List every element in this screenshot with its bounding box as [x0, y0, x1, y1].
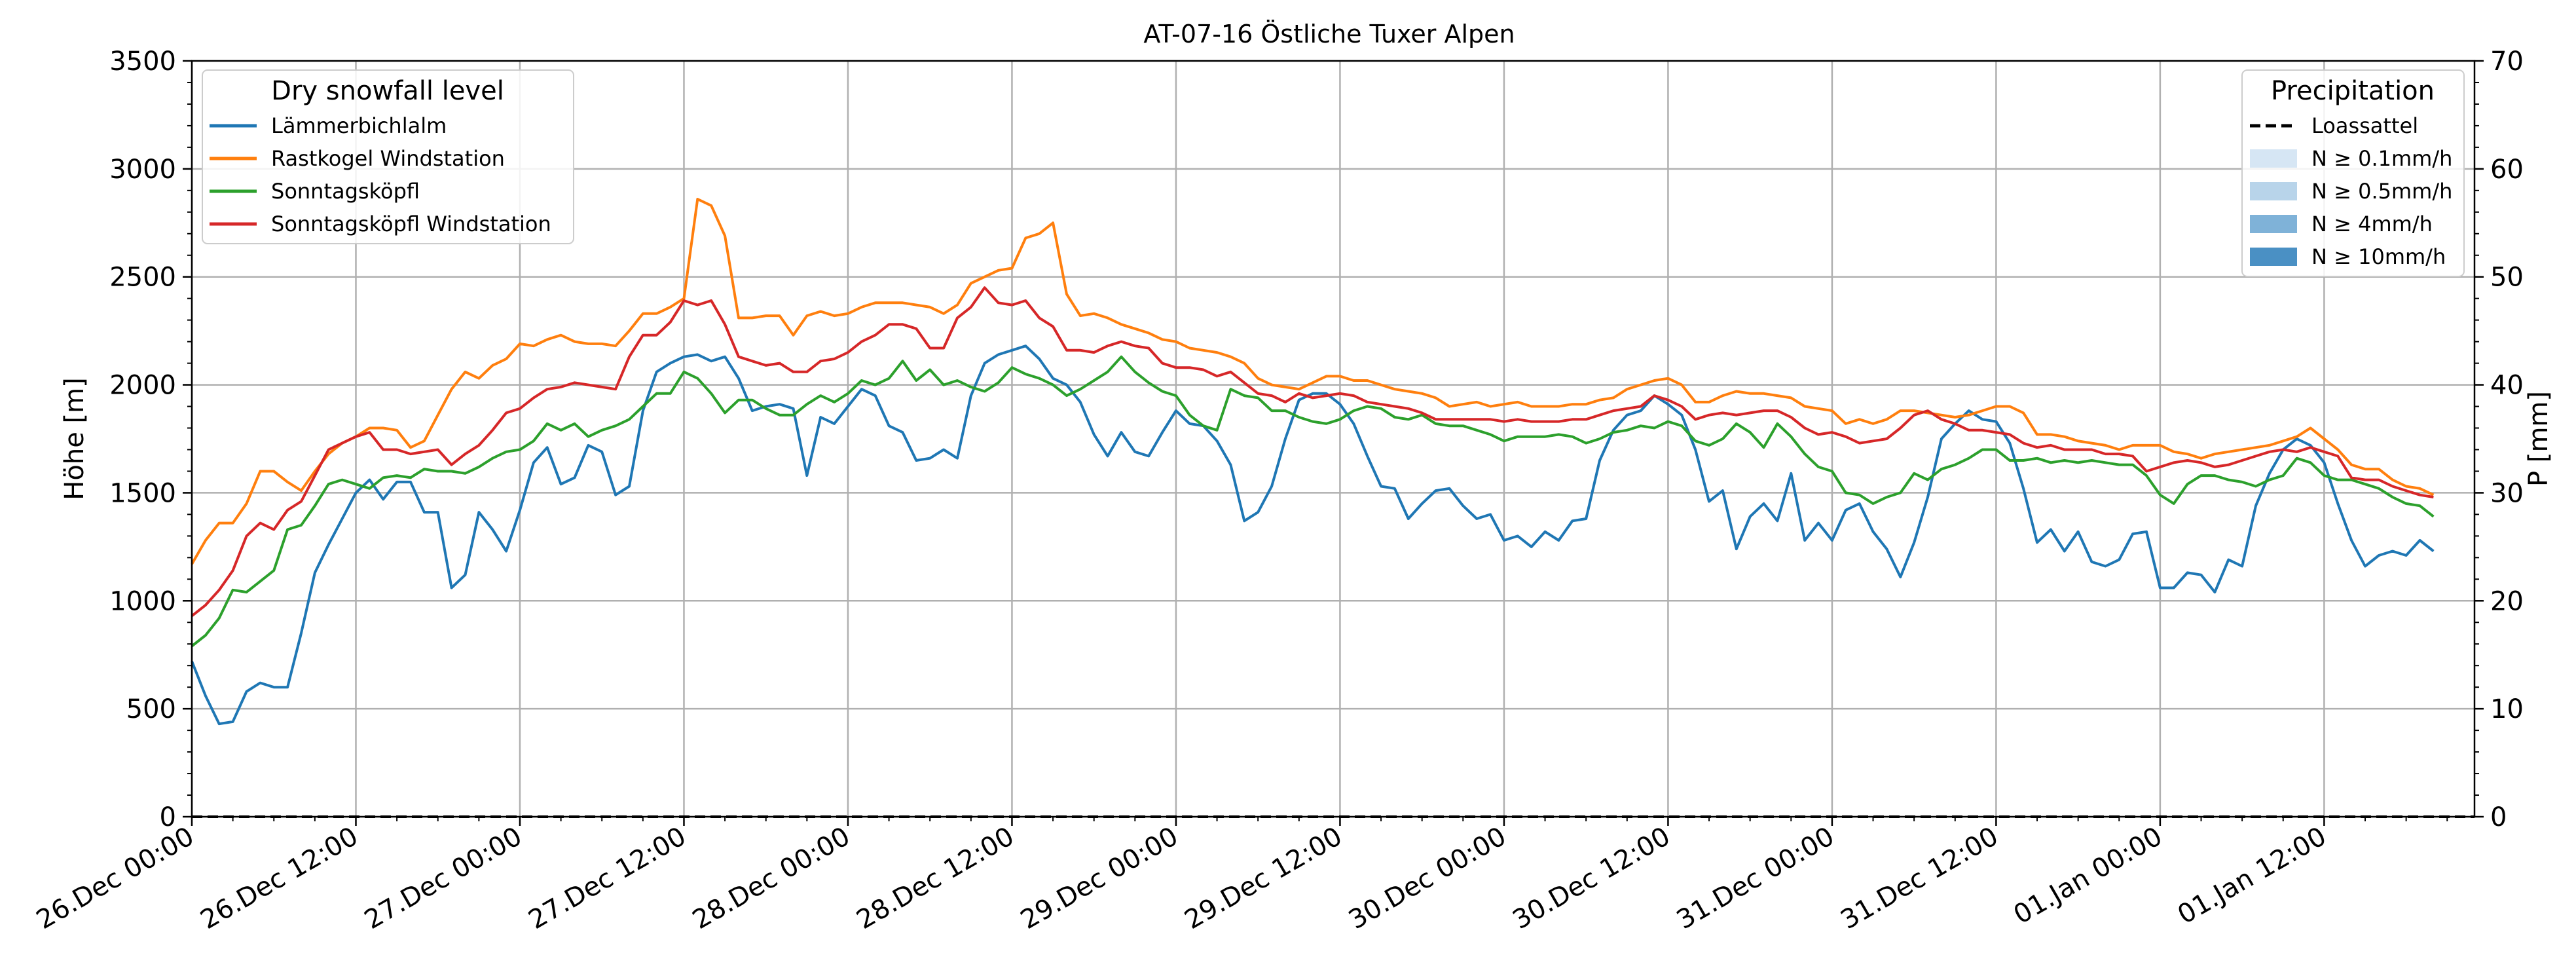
x-tick-label: 27.Dec 00:00: [359, 821, 527, 935]
legend-swatch-n-0-5mm-h: [2250, 182, 2297, 200]
y-axis-label: Höhe [m]: [60, 377, 90, 500]
legend-swatch-n-10mm-h: [2250, 248, 2297, 266]
series-line-sonntagskopfl-windstation: [191, 286, 2434, 617]
legend-snowfall-title: Dry snowfall level: [271, 76, 504, 106]
y2-tick-label: 20: [2490, 586, 2524, 616]
chart-title: AT-07-16 Östliche Tuxer Alpen: [1143, 20, 1515, 48]
x-tick-label: 28.Dec 00:00: [688, 821, 855, 935]
legend-label-rastkogel-windstation: Rastkogel Windstation: [271, 146, 505, 171]
legend-precipitation-frame: [2241, 69, 2465, 277]
y2-tick-label: 10: [2490, 694, 2524, 724]
legend-precipitation-entries: Loassattel N ≥ 0.1mm/h N ≥ 0.5mm/h N ≥ 4mm/…: [2250, 113, 2452, 269]
legend-precipitation: Precipitation Loassattel N ≥ 0.1mm/h N ≥ 0…: [2241, 69, 2465, 277]
legend-label-lammerbichlalm: Lämmerbichlalm: [271, 113, 447, 138]
y2-tick-label: 0: [2490, 802, 2507, 832]
x-tick-label: 26.Dec 00:00: [31, 821, 199, 935]
y2-tick-label: 50: [2490, 263, 2524, 293]
x-tick-label: 29.Dec 12:00: [1179, 821, 1347, 935]
series-line-rastkogel-windstation: [191, 198, 2435, 565]
series-line-sonntagskopfl: [191, 355, 2435, 648]
legend-label-n-4mm-h: N ≥ 4mm/h: [2311, 212, 2433, 236]
plot-frame: [191, 60, 2476, 818]
x-tick-label: 31.Dec 00:00: [1672, 821, 1839, 935]
legend-label-n-0-1mm-h: N ≥ 0.1mm/h: [2311, 146, 2452, 171]
y-tick-label: 1500: [109, 478, 176, 508]
y2-axis-label: P [mm]: [2524, 391, 2554, 487]
x-tick-label: 27.Dec 12:00: [523, 821, 691, 935]
x-tick-label: 28.Dec 12:00: [851, 821, 1019, 935]
legend-label-sonntagskopfl: Sonntagsköpfl: [271, 179, 420, 204]
y-tick-label: 2000: [109, 371, 176, 401]
legend-snowfall-entries: Lämmerbichlalm Rastkogel Windstation Sonnt…: [210, 113, 551, 236]
x-tick-label: 01.Jan 00:00: [2009, 821, 2167, 930]
x-tick-label: 30.Dec 00:00: [1344, 821, 1511, 935]
x-tick-label: 31.Dec 12:00: [1835, 821, 2003, 935]
legend-snowfall: Dry snowfall level Lämmerbichlalm Rastkog…: [202, 69, 574, 244]
x-tick-label: 01.Jan 12:00: [2173, 821, 2331, 930]
y-tick-label: 3000: [109, 155, 176, 185]
x-tick-label: 29.Dec 00:00: [1016, 821, 1183, 935]
legend-label-loassattel: Loassattel: [2311, 113, 2418, 138]
legend-label-n-0-5mm-h: N ≥ 0.5mm/h: [2311, 179, 2452, 204]
series-line-lammerbichlalm: [191, 345, 2435, 726]
y2-tick-label: 30: [2490, 478, 2524, 508]
legend-label-n-10mm-h: N ≥ 10mm/h: [2311, 244, 2446, 269]
x-tick-label: 26.Dec 12:00: [196, 821, 363, 935]
x-tick-label: 30.Dec 12:00: [1507, 821, 1675, 935]
y-tick-label: 2500: [109, 263, 176, 293]
legend-snowfall-frame: [202, 69, 574, 244]
y-tick-label: 3500: [109, 47, 176, 77]
y2-tick-label: 60: [2490, 155, 2524, 185]
legend-label-sonntagskopfl-windstation: Sonntagsköpfl Windstation: [271, 212, 551, 236]
y-tick-label: 0: [160, 802, 176, 832]
y2-tick-label: 70: [2490, 47, 2524, 77]
legend-precipitation-title: Precipitation: [2271, 76, 2435, 106]
legend-swatch-n-4mm-h: [2250, 215, 2297, 233]
legend-swatch-n-0-1mm-h: [2250, 149, 2297, 168]
y-tick-label: 1000: [109, 586, 176, 616]
y-tick-label: 500: [126, 694, 176, 724]
y2-tick-label: 40: [2490, 371, 2524, 401]
